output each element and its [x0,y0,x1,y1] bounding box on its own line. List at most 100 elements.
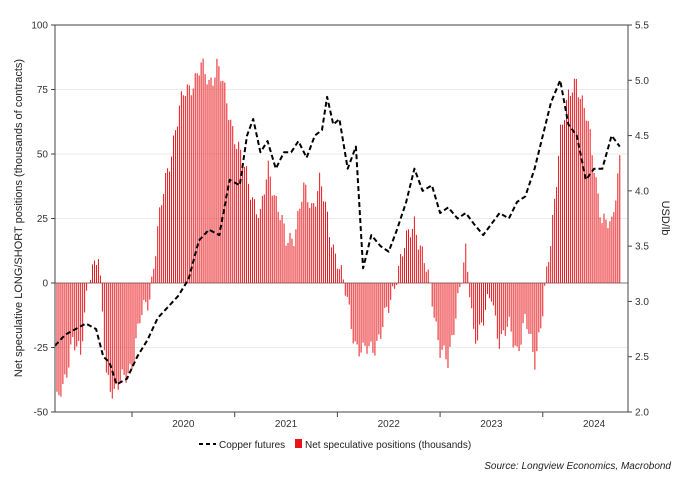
right-tick-label: 2.5 [635,352,649,363]
net-position-bar [163,193,165,283]
net-position-bar [577,97,579,283]
net-position-bar [589,129,591,283]
net-position-bar [277,211,279,283]
net-position-bar [273,195,275,283]
net-position-bar [378,283,380,335]
net-position-bar [352,283,354,344]
net-position-bar [303,182,305,283]
right-tick-label: 2.0 [635,408,649,419]
net-position-bar [427,269,429,283]
net-position-bar [433,283,435,318]
net-position-bar [455,283,457,319]
net-position-bar [609,221,611,283]
net-position-bar [528,283,530,334]
net-position-bar [587,120,589,283]
net-position-bar [573,78,575,283]
net-position-bar [423,263,425,283]
net-position-bar [192,88,194,283]
net-position-bar [417,249,419,283]
net-position-bar [390,283,392,300]
net-position-bar [307,202,309,283]
net-position-bar [184,96,186,284]
left-tick-label: 25 [37,214,49,225]
net-position-bar [267,160,269,283]
net-position-bar [496,283,498,339]
net-position-bar [542,283,544,317]
copper-futures-line [54,79,621,386]
net-position-bar [295,229,297,283]
net-position-bar [581,95,583,283]
net-position-bar [563,120,565,283]
net-position-bar [372,283,374,353]
net-position-bar [504,283,506,336]
net-position-bar [530,283,532,334]
net-position-bar [281,215,283,283]
right-tick-label: 4.5 [635,131,649,142]
net-position-bar [155,256,157,283]
net-position-bar [595,177,597,283]
legend-label-net-positions: Net speculative positions (thousands) [305,440,471,451]
net-position-bar [182,95,184,284]
net-position-bar [483,283,485,326]
left-tick-label: 0 [42,279,48,290]
legend: Copper futures Net speculative positions… [199,439,471,451]
net-position-bar [176,126,178,283]
net-position-bar [301,201,303,283]
left-tick-label: 75 [37,85,49,96]
net-position-bar [360,283,362,353]
net-position-bar [317,191,319,283]
net-position-bar [226,103,228,283]
net-position-bar [419,245,421,283]
net-position-bar [321,186,323,283]
net-position-bar [518,283,520,352]
legend-swatch-net-positions [295,439,302,448]
net-position-bar [492,283,494,306]
x-tick-label: 2021 [275,419,298,430]
net-position-bar [554,198,556,283]
net-position-bar [210,77,212,283]
net-position-bar [99,275,101,283]
net-position-bar [66,283,68,378]
net-position-bar [145,283,147,303]
left-tick-label: 50 [37,150,49,161]
right-axis-ticks: 2.0 2.5 3.0 3.5 4.0 4.5 5.0 5.5 [628,21,649,419]
net-position-bar [348,283,350,305]
net-position-bar [259,208,261,283]
net-positions-bars [54,58,621,407]
net-position-bar [471,283,473,309]
net-position-bar [161,205,163,283]
net-position-bar [149,283,151,300]
net-position-bar [338,269,340,283]
net-position-bar [220,81,222,283]
net-position-bar [88,283,90,284]
net-position-bar [477,283,479,341]
net-position-bar [457,283,459,294]
net-position-bar [386,283,388,307]
net-position-bar [402,256,404,283]
net-position-bar [370,283,372,342]
net-position-bar [234,144,236,283]
net-position-bar [263,194,265,283]
net-position-bar [309,207,311,283]
net-position-bar [293,246,295,283]
net-position-bar [58,283,60,396]
left-axis-ticks: -50 -25 0 25 50 75 100 [31,21,55,419]
net-position-bar [330,247,332,283]
net-position-bar [516,283,518,347]
x-tick-label: 2020 [172,419,195,430]
net-position-bar [311,203,313,283]
legend-label-copper-futures: Copper futures [219,440,285,451]
net-position-bar [101,283,103,312]
net-position-bar [413,216,415,283]
net-position-bar [435,283,437,322]
net-position-bar [366,283,368,354]
net-position-bar [512,283,514,348]
net-position-bar [374,283,376,356]
net-position-bar [613,212,615,283]
net-position-bar [565,99,567,284]
right-axis-title: USD/lb [659,201,671,236]
net-position-bar [253,199,255,283]
net-position-bar [567,89,569,283]
net-position-bar [443,283,445,346]
net-position-bar [467,271,469,283]
